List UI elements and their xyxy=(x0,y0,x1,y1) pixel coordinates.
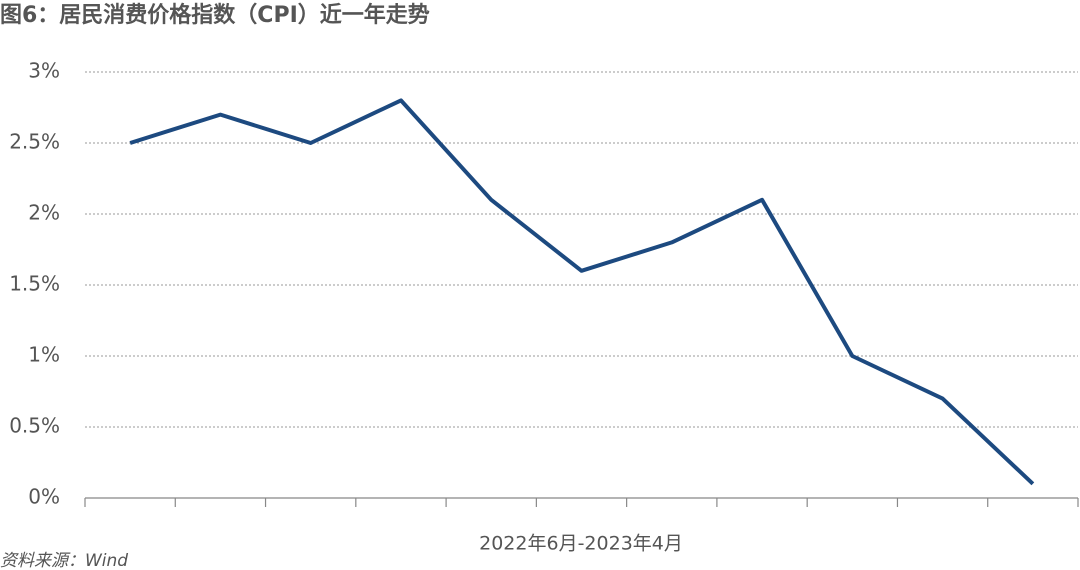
y-tick-label: 3% xyxy=(28,59,60,83)
y-tick-label: 1.5% xyxy=(9,272,60,296)
y-tick-label: 2.5% xyxy=(9,130,60,154)
y-tick-label: 0.5% xyxy=(9,414,60,438)
y-tick-label: 1% xyxy=(28,343,60,367)
y-tick-label: 2% xyxy=(28,201,60,225)
x-axis-label: 2022年6月-2023年4月 xyxy=(479,533,683,555)
source: 资料来源：Wind xyxy=(0,551,128,570)
y-tick-label: 0% xyxy=(28,485,60,509)
line xyxy=(129,98,1035,486)
chart-title: 图6：居民消费价格指数（CPI）近一年走势 xyxy=(0,2,430,28)
